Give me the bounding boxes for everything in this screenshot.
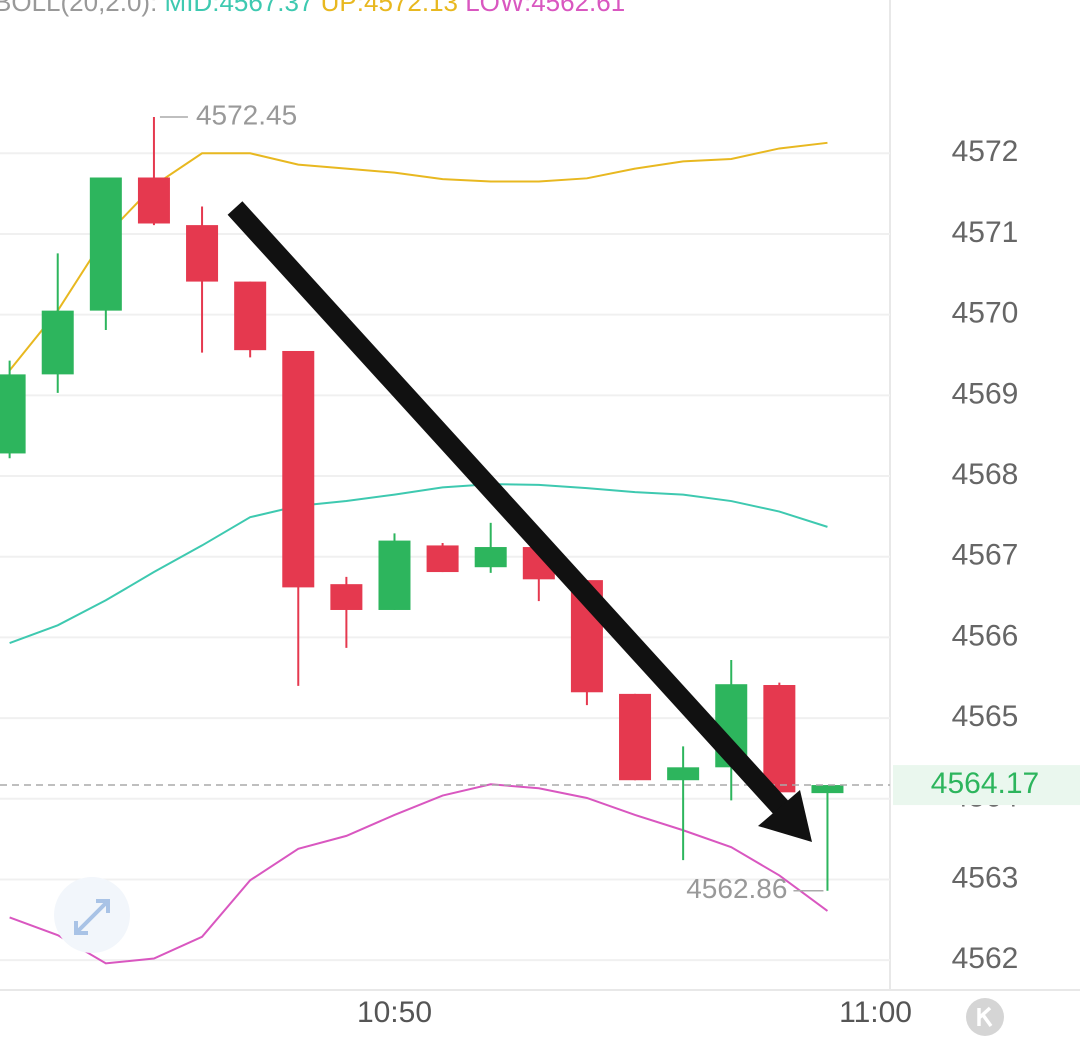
candle-body xyxy=(0,374,26,454)
arrow-head xyxy=(758,790,812,842)
y-tick-label: 4569 xyxy=(952,377,1019,410)
x-tick-label: 11:00 xyxy=(839,996,912,1029)
expand-icon[interactable] xyxy=(74,899,110,935)
band-line xyxy=(9,783,829,965)
y-tick-label: 4568 xyxy=(952,458,1019,491)
candle-body xyxy=(426,545,459,573)
candle-body xyxy=(41,310,74,375)
y-tick-label: 4572 xyxy=(952,135,1019,168)
candle-body xyxy=(137,177,170,224)
candle-body xyxy=(282,350,315,588)
candle-body xyxy=(330,584,363,610)
legend-value: 4562.61 xyxy=(531,0,625,17)
y-tick-label: 4563 xyxy=(952,861,1019,894)
candle-body xyxy=(619,693,652,781)
legend-name: LOW: xyxy=(465,0,531,17)
candle-body xyxy=(811,785,844,794)
legend-text: BOLL(20,2.0): MID:4567.37 UP:4572.13 LOW… xyxy=(0,0,625,17)
legend: BOLL(20,2.0): MID:4567.37 UP:4572.13 LOW… xyxy=(0,0,625,17)
indicator-label: BOLL(20,2.0): xyxy=(0,0,157,17)
candles xyxy=(0,116,844,891)
legend-name: UP: xyxy=(321,0,364,17)
k-button[interactable] xyxy=(966,998,1004,1036)
min-label: 4562.86 xyxy=(686,873,787,904)
trend-arrow xyxy=(227,201,812,842)
x-tick-label: 10:50 xyxy=(357,996,432,1029)
k-icon[interactable] xyxy=(977,1006,993,1028)
candle-body xyxy=(667,767,700,781)
legend-value: 4572.13 xyxy=(364,0,458,17)
y-tick-label: 4571 xyxy=(952,216,1019,249)
candle-body xyxy=(89,177,122,311)
max-label: 4572.45 xyxy=(196,99,297,130)
arrow-shaft xyxy=(227,201,793,819)
y-tick-label: 4570 xyxy=(952,297,1019,330)
candle-body xyxy=(763,685,796,793)
y-tick-label: 4566 xyxy=(952,619,1019,652)
candle-body xyxy=(474,547,507,568)
candle-body xyxy=(186,225,219,282)
y-tick-label: 4562 xyxy=(952,942,1019,975)
candle-body xyxy=(378,540,411,610)
overlay: 4572.45 4562.86 4564.17 xyxy=(0,99,1080,904)
last-price-box xyxy=(893,765,1080,806)
band-line xyxy=(9,483,828,644)
last-price-label: 4564.17 xyxy=(931,767,1039,800)
legend-name: MID: xyxy=(165,0,220,17)
y-tick-label: 4567 xyxy=(952,539,1019,572)
candle-body xyxy=(234,281,267,351)
legend-value: 4567.37 xyxy=(219,0,313,17)
expand-button[interactable] xyxy=(54,877,130,953)
y-tick-label: 4565 xyxy=(952,700,1019,733)
